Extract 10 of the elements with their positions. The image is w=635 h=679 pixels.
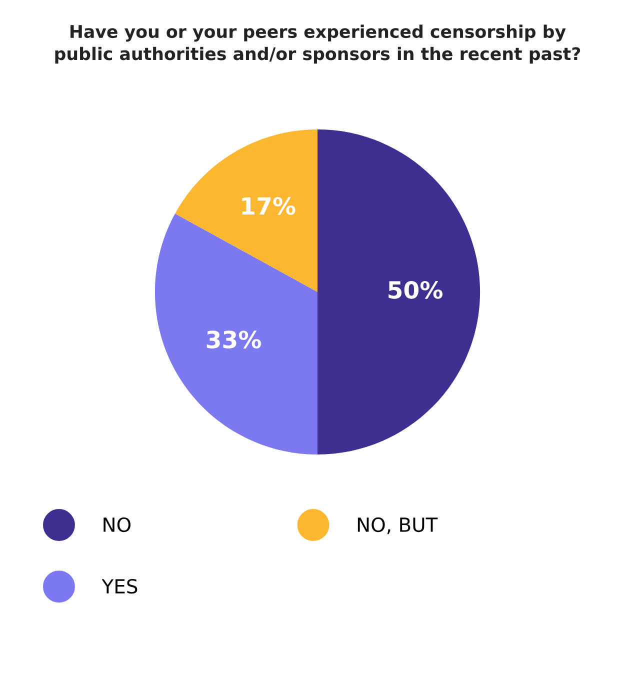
data-label: 50% [388, 280, 443, 299]
pie-slice [318, 129, 480, 455]
pie-slice [154, 214, 318, 455]
legend-label: YES [102, 578, 138, 594]
data-label: 33% [206, 330, 262, 348]
pie-slice [175, 129, 318, 292]
legend-label: NO [104, 517, 131, 532]
chart-title: Have you or your peers experienced censorship by public authorities and/or sponsors in the recent past? [55, 24, 580, 64]
data-label: 17% [242, 197, 296, 215]
legend-label: NO, BUT [358, 517, 438, 534]
